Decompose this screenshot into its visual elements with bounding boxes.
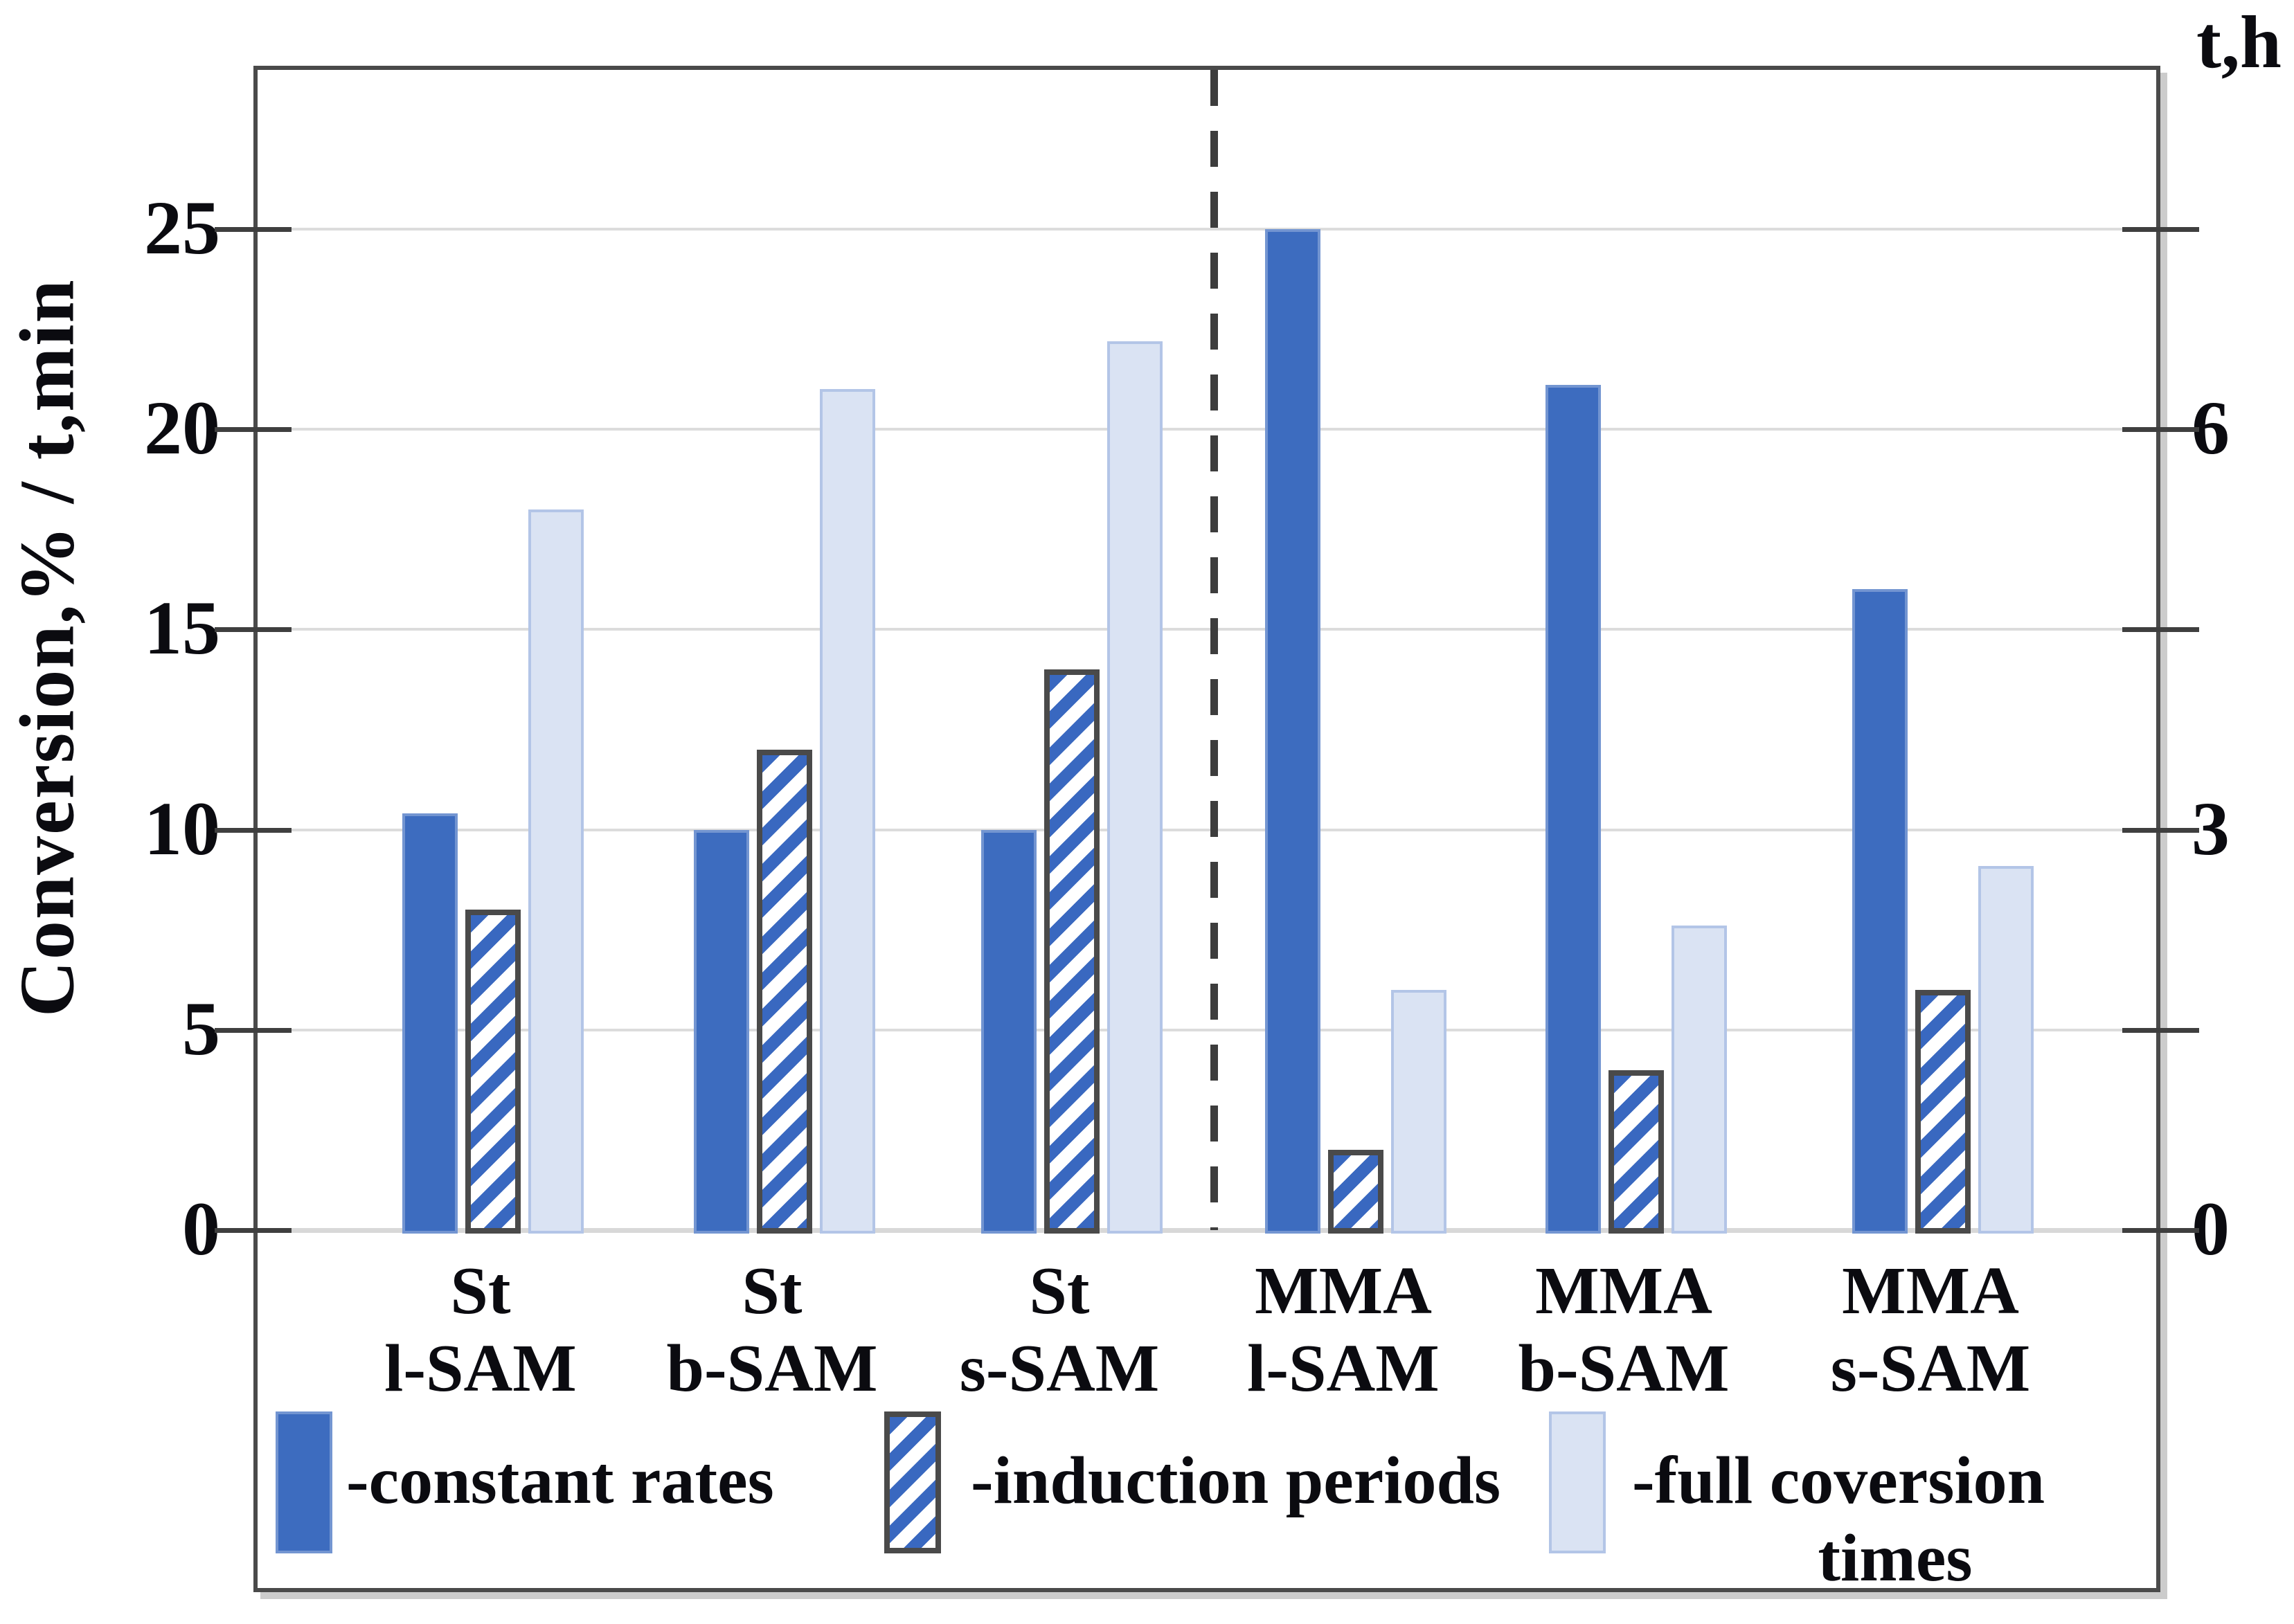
- left-axis-tick-5: [215, 1027, 292, 1033]
- bar-full-coversion-times-st-b-sam: [820, 389, 875, 1234]
- bar-full-coversion-times-st-s-sam: [1107, 341, 1163, 1234]
- bar-constant-rates-st-l-sam: [402, 813, 458, 1234]
- category-label-st-s-sam: St s-SAM: [959, 1254, 1160, 1406]
- category-label-st-l-sam: St l-SAM: [384, 1254, 577, 1406]
- left-axis-label-5: 5: [182, 986, 220, 1071]
- group-divider-dashed-line: [1210, 70, 1218, 1230]
- bar-constant-rates-st-s-sam: [981, 829, 1037, 1234]
- bar-induction-periods-mma-b-sam: [1609, 1070, 1664, 1234]
- left-axis-label-20: 20: [144, 386, 220, 470]
- right-axis-title: t,h: [2196, 1, 2282, 84]
- bar-constant-rates-st-b-sam: [694, 829, 749, 1234]
- category-label-mma-l-sam: MMA l-SAM: [1247, 1254, 1440, 1406]
- gridline-10: [258, 828, 2156, 831]
- bar-constant-rates-mma-l-sam: [1265, 228, 1320, 1234]
- bar-full-coversion-times-mma-b-sam: [1672, 926, 1727, 1234]
- right-axis-label-0: 0: [2192, 1187, 2230, 1271]
- right-axis-tick-10: [2122, 827, 2199, 833]
- category-label-st-b-sam: St b-SAM: [666, 1254, 878, 1406]
- left-axis-label-15: 15: [144, 586, 220, 671]
- bar-full-coversion-times-mma-s-sam: [1978, 865, 2034, 1234]
- left-axis-tick-15: [215, 627, 292, 633]
- legend-swatch-constant-rates: [276, 1411, 332, 1553]
- left-axis-label-10: 10: [144, 786, 220, 871]
- gridline-25: [258, 227, 2156, 231]
- bar-induction-periods-st-b-sam: [757, 749, 812, 1234]
- legend-swatch-induction-periods: [884, 1411, 941, 1553]
- left-axis-tick-25: [215, 226, 292, 232]
- left-axis-tick-0: [215, 1228, 292, 1233]
- right-axis-tick-5: [2122, 1027, 2199, 1033]
- legend-label-induction-periods: -induction periods: [971, 1443, 1501, 1518]
- right-axis-tick-25: [2122, 226, 2199, 232]
- bar-induction-periods-st-s-sam: [1044, 669, 1100, 1234]
- category-label-mma-s-sam: MMA s-SAM: [1830, 1254, 2031, 1406]
- gridline-20: [258, 428, 2156, 431]
- category-label-mma-b-sam: MMA b-SAM: [1518, 1254, 1730, 1406]
- right-axis-tick-20: [2122, 427, 2199, 432]
- left-axis-label-0: 0: [182, 1187, 220, 1271]
- left-axis-label-25: 25: [144, 185, 220, 270]
- bar-constant-rates-mma-b-sam: [1545, 385, 1601, 1234]
- bar-constant-rates-mma-s-sam: [1852, 589, 1908, 1234]
- left-axis-tick-20: [215, 427, 292, 432]
- baseline: [258, 1228, 2156, 1233]
- gridline-5: [258, 1028, 2156, 1031]
- legend-label-line2: times: [1818, 1521, 1973, 1596]
- plot-box: St l-SAM St b-SAM St s-SAM MMA l-SAM MMA b-SAM MMA…: [215, 66, 2199, 1596]
- bar-induction-periods-mma-l-sam: [1328, 1150, 1383, 1234]
- right-axis-tick-15: [2122, 627, 2199, 633]
- legend-label-full-coversion-times: -full coversion times: [1632, 1442, 2158, 1597]
- right-axis-label-3: 3: [2192, 786, 2230, 871]
- right-axis-tick-0: [2122, 1228, 2199, 1233]
- legend-label-constant-rates: -constant rates: [346, 1443, 774, 1518]
- left-axis-tick-10: [215, 827, 292, 833]
- gridline-15: [258, 628, 2156, 631]
- bar-induction-periods-mma-s-sam: [1915, 989, 1971, 1234]
- bar-full-coversion-times-mma-l-sam: [1391, 989, 1446, 1234]
- bar-full-coversion-times-st-l-sam: [528, 509, 584, 1234]
- legend-swatch-full-coversion-times: [1549, 1411, 1606, 1553]
- right-axis-label-6: 6: [2192, 386, 2230, 470]
- bar-induction-periods-st-l-sam: [465, 910, 521, 1234]
